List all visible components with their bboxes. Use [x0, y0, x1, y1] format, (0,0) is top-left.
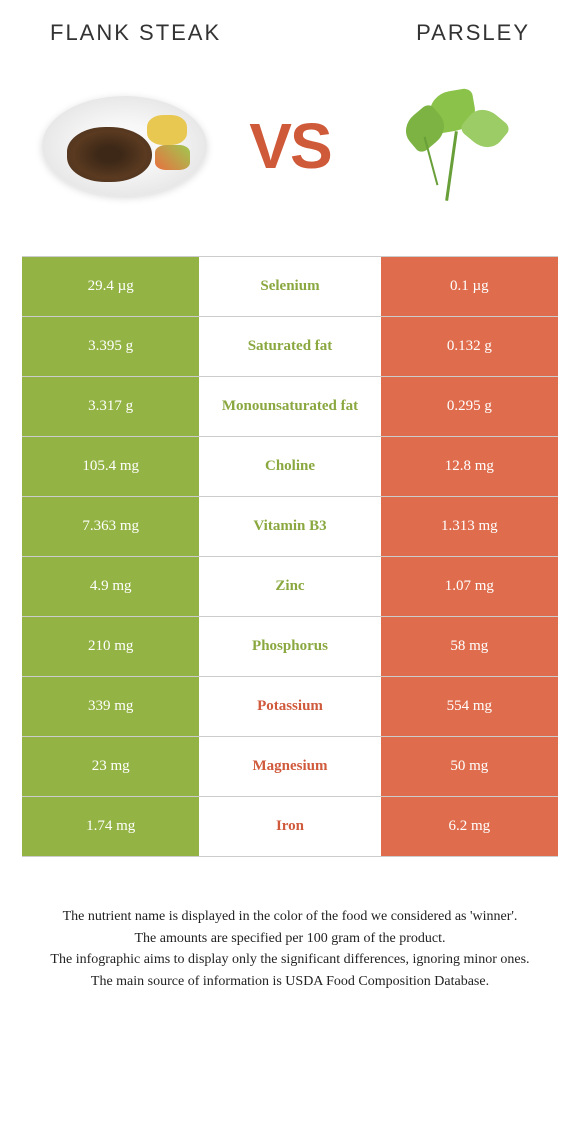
right-value: 1.07 mg	[381, 557, 558, 616]
left-food-title: Flank Steak	[50, 20, 221, 46]
nutrient-name: Monounsaturated fat	[200, 377, 379, 436]
nutrient-name: Zinc	[200, 557, 379, 616]
images-row: VS	[0, 56, 580, 256]
table-row: 105.4 mgCholine12.8 mg	[22, 437, 558, 497]
table-row: 23 mgMagnesium50 mg	[22, 737, 558, 797]
nutrient-name: Magnesium	[200, 737, 379, 796]
footer-notes: The nutrient name is displayed in the co…	[0, 857, 580, 1013]
nutrient-name: Phosphorus	[200, 617, 379, 676]
table-row: 339 mgPotassium554 mg	[22, 677, 558, 737]
left-value: 4.9 mg	[22, 557, 199, 616]
left-value: 3.395 g	[22, 317, 199, 376]
left-value: 3.317 g	[22, 377, 199, 436]
nutrient-name: Potassium	[200, 677, 379, 736]
parsley-image	[370, 81, 540, 211]
table-row: 7.363 mgVitamin B31.313 mg	[22, 497, 558, 557]
right-value: 554 mg	[381, 677, 558, 736]
right-value: 58 mg	[381, 617, 558, 676]
left-value: 105.4 mg	[22, 437, 199, 496]
table-row: 210 mgPhosphorus58 mg	[22, 617, 558, 677]
footer-line: The infographic aims to display only the…	[30, 950, 550, 970]
table-row: 3.395 gSaturated fat0.132 g	[22, 317, 558, 377]
footer-line: The main source of information is USDA F…	[30, 972, 550, 992]
footer-line: The nutrient name is displayed in the co…	[30, 907, 550, 927]
right-food-title: Parsley	[416, 20, 530, 46]
left-value: 29.4 µg	[22, 257, 199, 316]
table-row: 1.74 mgIron6.2 mg	[22, 797, 558, 857]
table-row: 4.9 mgZinc1.07 mg	[22, 557, 558, 617]
right-value: 6.2 mg	[381, 797, 558, 856]
right-value: 0.132 g	[381, 317, 558, 376]
vs-label: VS	[249, 109, 330, 183]
left-value: 23 mg	[22, 737, 199, 796]
steak-image	[40, 81, 210, 211]
left-value: 7.363 mg	[22, 497, 199, 556]
right-value: 0.295 g	[381, 377, 558, 436]
nutrient-name: Vitamin B3	[200, 497, 379, 556]
nutrient-table: 29.4 µgSelenium0.1 µg3.395 gSaturated fa…	[22, 256, 558, 857]
nutrient-name: Choline	[200, 437, 379, 496]
right-value: 1.313 mg	[381, 497, 558, 556]
left-value: 210 mg	[22, 617, 199, 676]
header: Flank Steak Parsley	[0, 0, 580, 56]
right-value: 50 mg	[381, 737, 558, 796]
left-value: 1.74 mg	[22, 797, 199, 856]
right-value: 0.1 µg	[381, 257, 558, 316]
nutrient-name: Selenium	[200, 257, 379, 316]
table-row: 3.317 gMonounsaturated fat0.295 g	[22, 377, 558, 437]
left-value: 339 mg	[22, 677, 199, 736]
right-value: 12.8 mg	[381, 437, 558, 496]
nutrient-name: Saturated fat	[200, 317, 379, 376]
nutrient-name: Iron	[200, 797, 379, 856]
footer-line: The amounts are specified per 100 gram o…	[30, 929, 550, 949]
table-row: 29.4 µgSelenium0.1 µg	[22, 257, 558, 317]
